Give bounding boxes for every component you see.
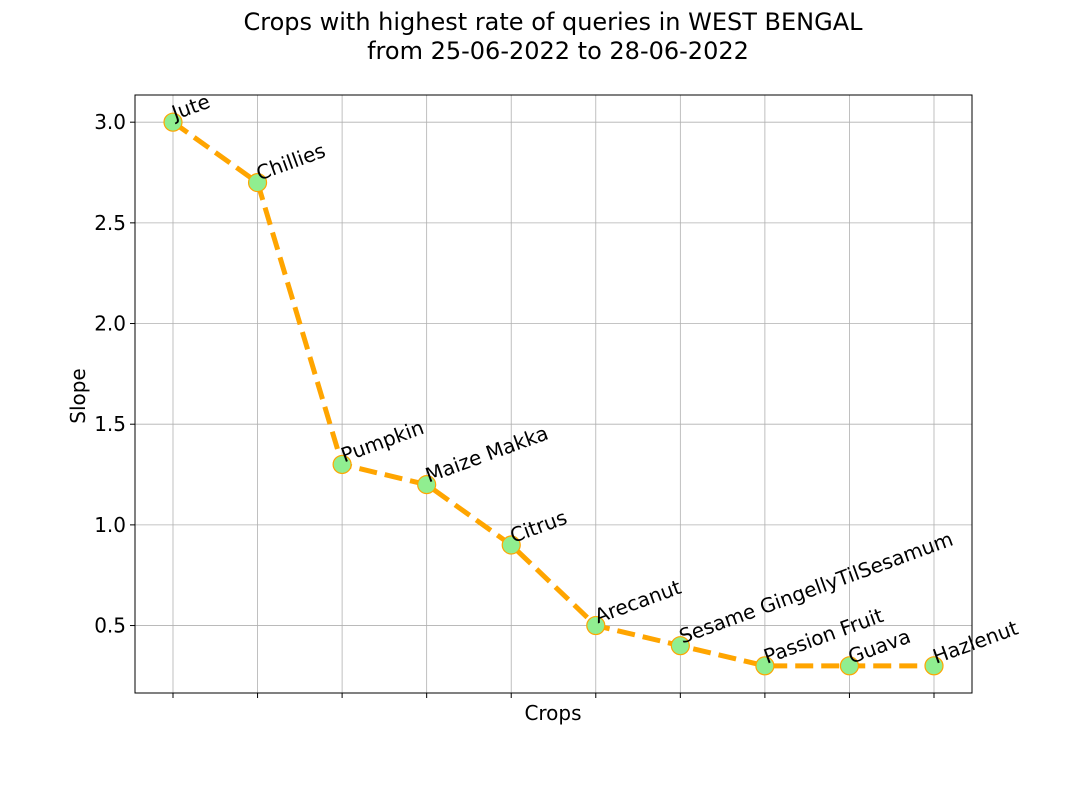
x-axis-label: Crops [524,701,581,725]
data-point [332,454,352,475]
y-tick-label: 2.5 [94,211,126,235]
y-tick-label: 1.5 [94,412,126,436]
data-point [501,535,521,555]
data-point [163,112,183,132]
plot-frame [134,94,973,694]
series [163,112,944,676]
y-tick-label: 2.0 [94,312,126,336]
grid [135,95,972,693]
y-tick-label: 3.0 [94,110,126,134]
chart-title-line1: Crops with highest rate of queries in WE… [243,8,863,36]
axes: 0.5 1.0 1.5 2.0 2.5 3.0 [94,94,973,698]
y-tick-label: 1.0 [94,513,126,537]
data-point [586,615,606,636]
y-tick-label: 0.5 [94,614,126,638]
data-point [839,656,860,676]
data-point [924,656,944,676]
chart-title-line2: from 25-06-2022 to 28-06-2022 [367,37,749,65]
y-axis-label: Slope [66,368,90,424]
data-point [247,172,268,193]
data-point [417,475,437,495]
data-point [755,656,775,676]
data-point [670,636,690,656]
series-line [171,120,934,669]
